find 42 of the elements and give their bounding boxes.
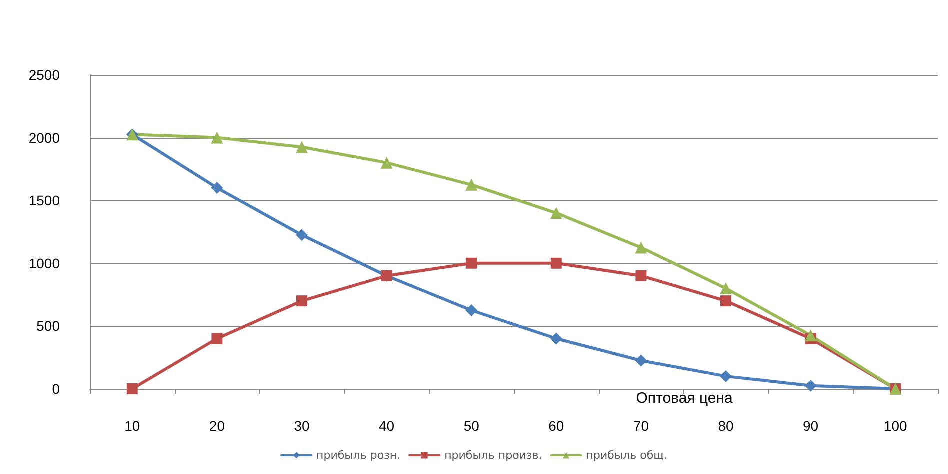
point bbox=[550, 207, 562, 220]
point bbox=[804, 380, 817, 392]
y-tick-label: 500 bbox=[36, 318, 60, 334]
point bbox=[466, 178, 478, 191]
point bbox=[296, 296, 308, 307]
y-tick-label: 1000 bbox=[28, 255, 60, 272]
y-tick-label: 2000 bbox=[28, 130, 60, 146]
point bbox=[720, 370, 732, 382]
y-tick-label: 1500 bbox=[28, 192, 60, 209]
point bbox=[212, 333, 223, 344]
x-tick-label: 70 bbox=[633, 418, 650, 434]
x-tick-label: 80 bbox=[718, 418, 734, 434]
point bbox=[635, 242, 648, 254]
point bbox=[466, 258, 478, 269]
point bbox=[296, 229, 308, 242]
y-tick-label: 2500 bbox=[28, 67, 60, 83]
legend-label: прибыль произв. bbox=[444, 449, 542, 462]
x-tick-label: 100 bbox=[884, 418, 908, 434]
x-tick-label: 20 bbox=[209, 418, 226, 434]
point bbox=[211, 182, 224, 194]
point bbox=[296, 141, 308, 154]
legend-label: прибыль розн. bbox=[316, 449, 401, 462]
x-tick-label: 10 bbox=[124, 418, 140, 434]
x-tick-label: 90 bbox=[803, 418, 819, 434]
x-tick-label: 50 bbox=[464, 418, 480, 434]
y-tick-label: 0 bbox=[52, 381, 60, 397]
point bbox=[636, 270, 647, 282]
legend-label: прибыль общ. bbox=[586, 449, 668, 462]
point bbox=[211, 132, 224, 144]
point bbox=[720, 282, 732, 295]
point bbox=[550, 258, 562, 269]
point bbox=[635, 354, 648, 367]
x-axis-title: Оптовая цена bbox=[636, 390, 734, 407]
point bbox=[804, 330, 817, 342]
point bbox=[550, 332, 562, 345]
x-tick-label: 60 bbox=[548, 418, 564, 434]
point bbox=[126, 384, 138, 394]
point bbox=[466, 304, 478, 316]
x-tick-label: 40 bbox=[379, 418, 395, 434]
point bbox=[720, 296, 732, 307]
x-tick-label: 30 bbox=[294, 418, 310, 434]
point bbox=[380, 156, 393, 169]
